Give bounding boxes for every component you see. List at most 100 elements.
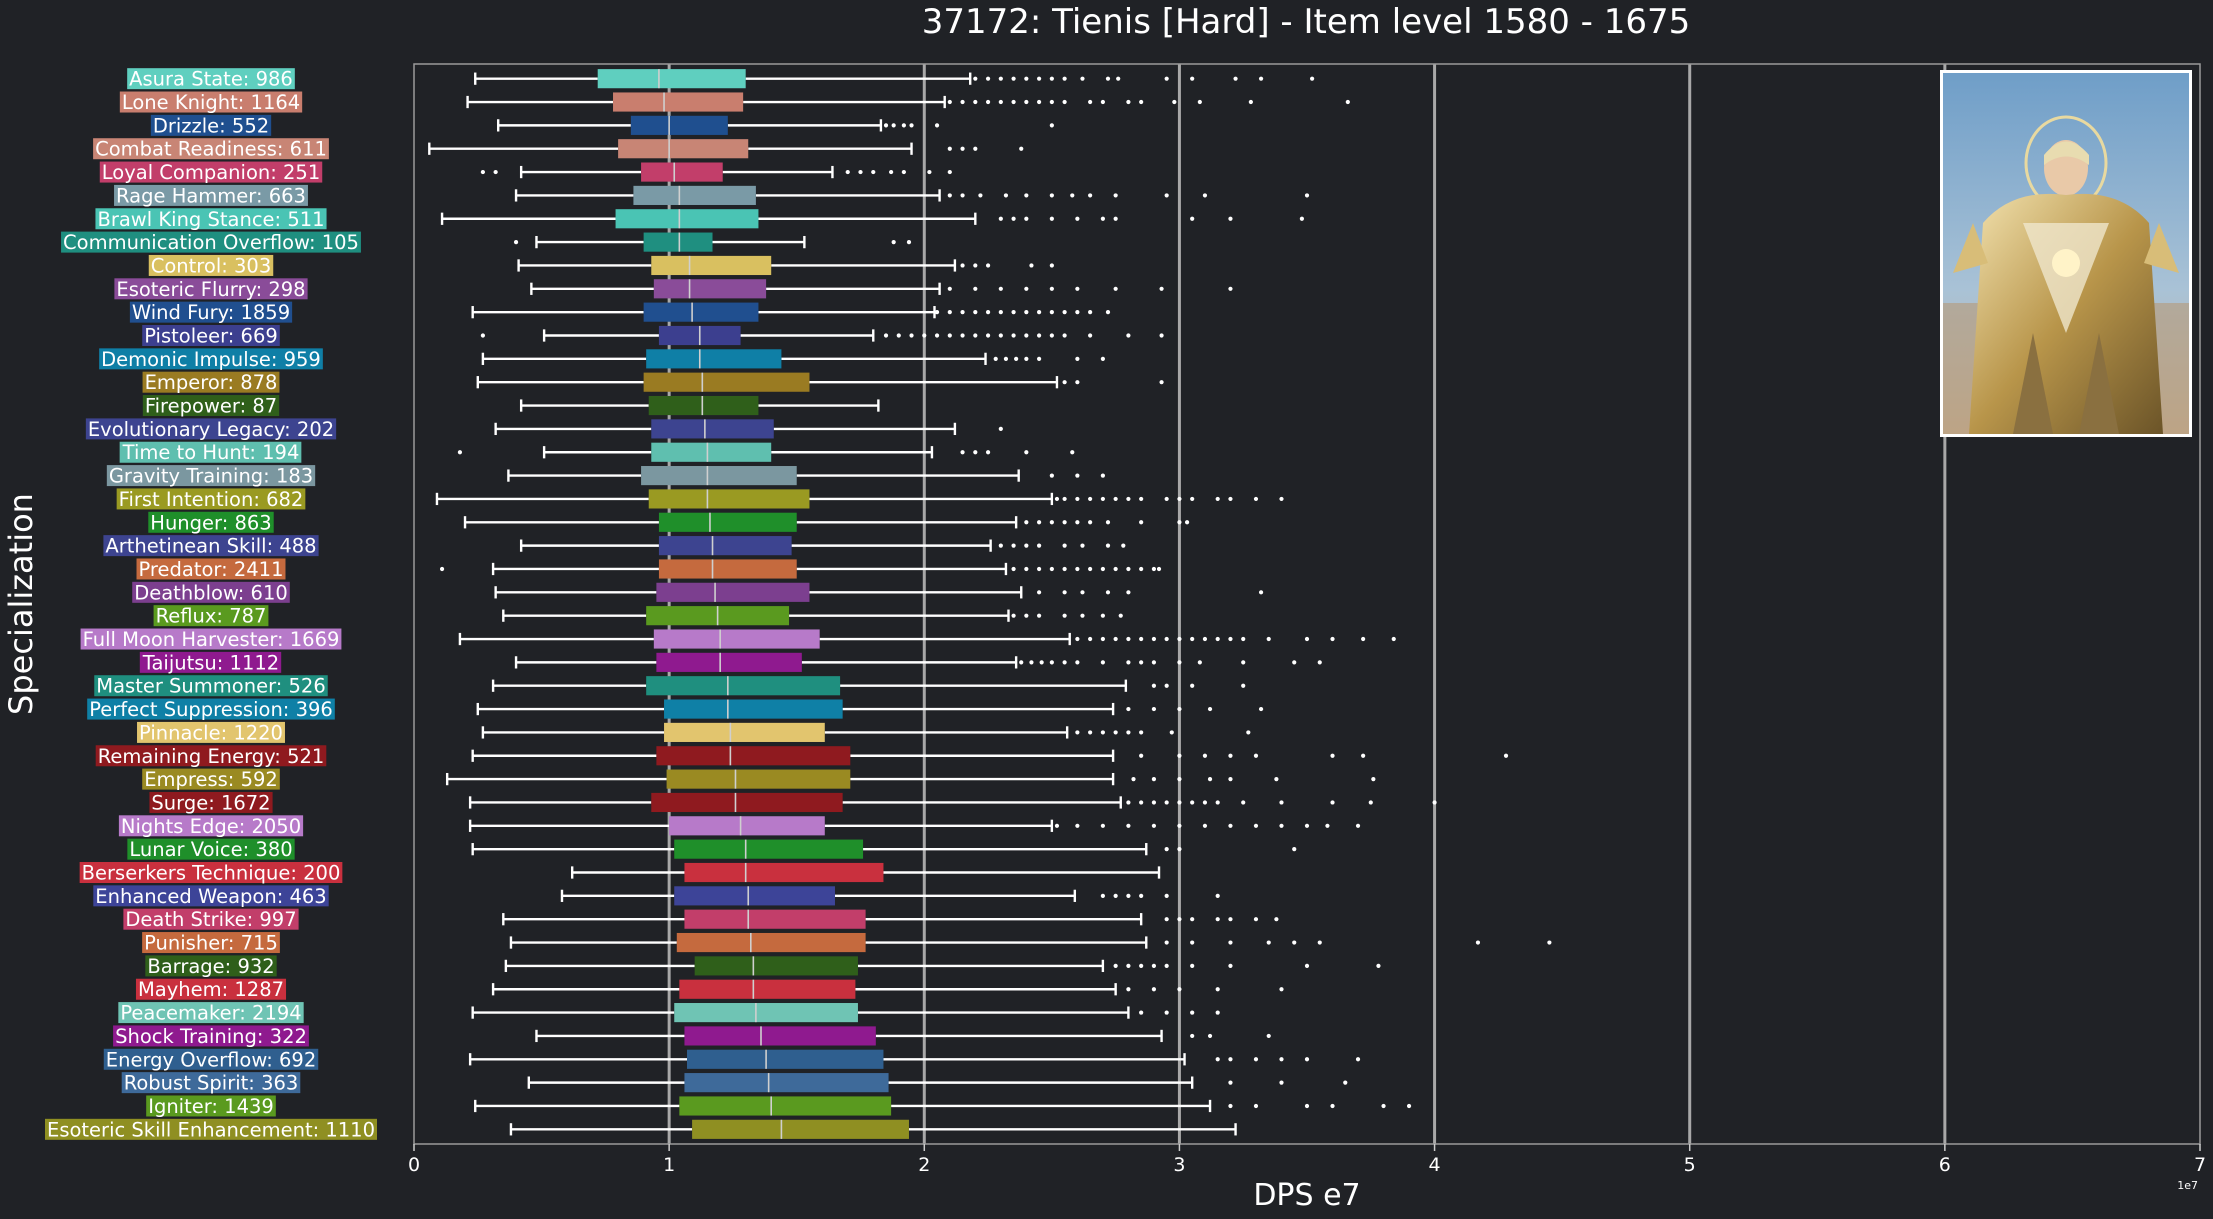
specialization-label-text: Brawl King Stance: 511 [97,208,324,231]
outlier-point [1024,543,1029,548]
outlier-point [1151,566,1157,572]
outlier-point [973,146,978,151]
box-series [440,209,1304,229]
label-background [80,628,342,650]
outlier-point [1121,543,1126,548]
outlier-point [1177,660,1182,665]
specialization-label-text: Master Summoner: 526 [96,675,325,698]
outlier-point [1088,566,1093,572]
outlier-point [1126,987,1131,992]
outlier-point [1088,496,1093,502]
outlier-point [1266,1033,1271,1039]
specialization-label-text: Peacemaker: 2194 [120,1002,301,1025]
outlier-point [1139,893,1144,898]
outlier-point [998,333,1003,338]
outlier-point [1432,800,1437,805]
outlier-point [1151,706,1157,712]
outlier-point [934,333,940,338]
outlier-point [1049,660,1054,665]
outlier-point [1024,76,1029,81]
outlier-point [1164,1010,1169,1015]
box-series [466,92,1350,112]
outlier-point [1037,99,1042,105]
label-background [142,768,280,790]
label-background [142,395,280,417]
specialization-label-text: Punisher: 715 [144,932,278,955]
box-iqr [676,932,866,953]
outlier-point [1024,99,1029,105]
outlier-point [1279,823,1284,828]
outlier-point [1228,216,1233,221]
specialization-label: Taijutsu: 1112 [139,651,282,674]
box-iqr [648,489,810,509]
outlier-point [1164,847,1169,852]
outlier-point [1228,1057,1233,1062]
box-iqr [692,1119,909,1139]
outlier-point [1139,636,1144,642]
label-background [136,558,286,580]
label-background [114,278,308,300]
outlier-point [1159,333,1164,338]
outlier-point [1172,99,1177,105]
outlier-point [947,146,952,151]
outlier-point [1177,636,1182,642]
specialization-label-text: Emperor: 878 [145,371,278,394]
label-background [118,815,304,837]
box-series [428,139,1024,159]
outlier-point [1202,753,1208,758]
outlier-point [1190,76,1195,81]
box-iqr [656,582,810,602]
outlier-point [973,286,978,291]
box-iqr [664,699,843,719]
outlier-point [1105,76,1111,81]
box-series [474,1096,1412,1116]
outlier-point [1126,660,1131,665]
label-background [150,114,272,136]
specialization-label: Firepower: 87 [142,395,280,418]
outlier-point [1139,963,1144,968]
box-series [509,932,1552,953]
outlier-point [1253,1057,1259,1062]
box-iqr [641,162,723,182]
outlier-point [960,450,965,455]
box-iqr [641,466,797,486]
label-background [79,862,343,883]
outlier-point [1126,333,1131,338]
outlier-point [1105,310,1111,315]
outlier-point [858,169,863,175]
box-iqr [684,862,884,883]
label-background [94,675,328,697]
outlier-point [1088,520,1093,525]
outlier-point [947,169,952,175]
outlier-point [973,450,978,455]
outlier-point [1049,99,1054,105]
outlier-point [1100,99,1105,105]
vertical-gridlines [667,64,1947,1144]
label-background [148,511,274,533]
box-series [496,115,1054,135]
specialization-label-text: Time to Hunt: 194 [122,441,300,464]
outlier-point [1075,520,1080,525]
outlier-point [1177,520,1182,525]
outlier-point [1062,566,1067,572]
outlier-point [1126,496,1131,502]
outlier-point [901,123,906,128]
outlier-point [889,169,894,175]
outlier-point [1024,216,1029,221]
outlier-point [1062,99,1067,105]
box-series [468,1049,1361,1069]
outlier-point [973,310,978,315]
box-iqr [613,92,744,112]
box-series [435,489,1284,509]
outlier-point [1075,566,1080,572]
outlier-point [1241,800,1246,805]
outlier-point [1070,450,1075,455]
specialization-label: Drizzle: 552 [150,114,272,137]
box-series [502,909,1279,929]
outlier-point [1248,99,1253,105]
outlier-point [1304,1103,1310,1109]
outlier-point [1190,963,1195,968]
label-background [132,581,290,603]
outlier-point [1003,356,1009,361]
